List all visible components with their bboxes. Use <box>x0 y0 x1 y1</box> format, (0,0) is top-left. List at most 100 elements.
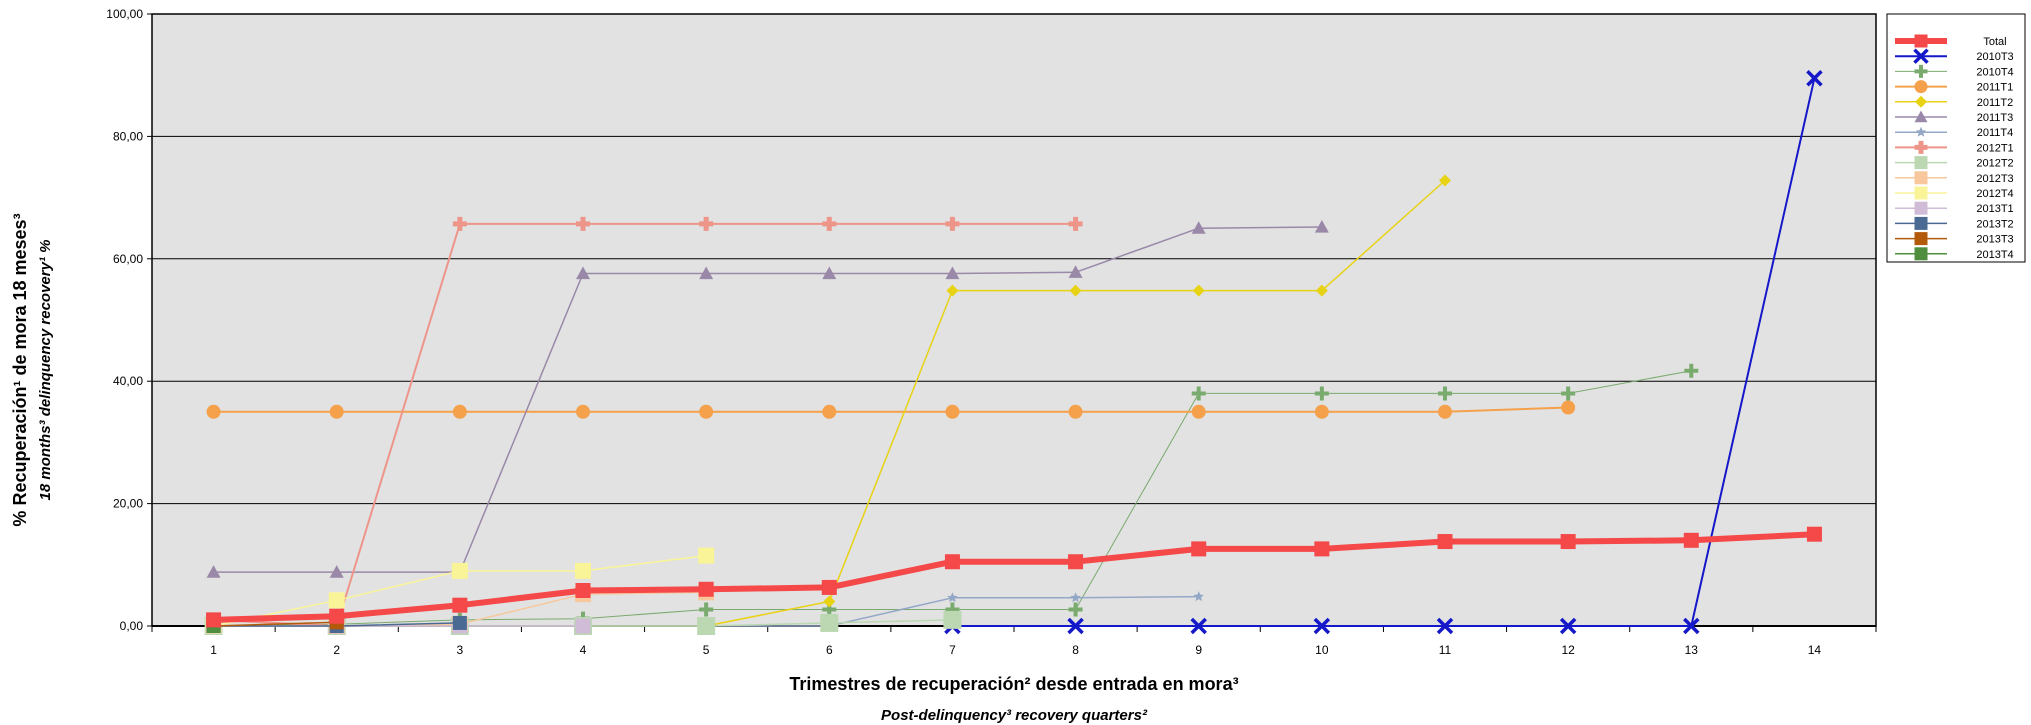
y-axis-subtitle: 18 months³ delinquency recovery¹ % <box>37 240 54 501</box>
data-point-2011T4 <box>1193 591 1204 602</box>
series-line-2011T3 <box>213 226 1322 573</box>
data-point-2012T1 <box>452 216 467 231</box>
data-point-2012T4 <box>698 547 715 564</box>
legend-item-2012T2: 2012T2 <box>1895 156 2014 170</box>
legend-label: 2010T3 <box>1976 51 2013 63</box>
data-point-2011T2 <box>946 284 959 297</box>
legend-item-2010T4: 2010T4 <box>1895 64 2014 78</box>
series-line-2012T1 <box>213 222 1076 627</box>
legend-label: 2011T4 <box>1977 127 2014 139</box>
data-point-2011T3 <box>699 266 714 280</box>
data-point-2011T2 <box>823 595 836 608</box>
legend-label: 2012T1 <box>1976 142 2013 154</box>
series-line-Total <box>213 531 1815 623</box>
data-point-Total <box>944 554 960 570</box>
data-point-2012T1 <box>699 216 714 231</box>
series-line-2013T3 <box>213 621 337 627</box>
data-point-Total <box>1191 541 1207 557</box>
legend-item-2012T3: 2012T3 <box>1895 171 2014 185</box>
data-point-2013T1 <box>575 618 591 634</box>
x-tick-label: 10 <box>1315 643 1329 657</box>
legend-marker <box>1914 216 1928 230</box>
y-tick-label: 100,00 <box>106 7 143 21</box>
data-point-2012T2 <box>697 617 716 635</box>
x-tick-label: 2 <box>333 643 340 657</box>
x-tick-label: 11 <box>1439 643 1452 657</box>
legend-label: 2012T3 <box>1976 173 2013 185</box>
data-point-2010T3 <box>1067 617 1084 635</box>
data-point-2011T2 <box>1315 284 1328 297</box>
legend-label: 2011T1 <box>1977 82 2014 94</box>
legend-marker <box>1914 110 1928 123</box>
x-tick-label: 8 <box>1072 643 1079 657</box>
data-point-2011T1 <box>1068 404 1083 419</box>
legend-label: Total <box>1983 36 2006 48</box>
series-layer <box>204 70 1823 635</box>
y-tick-label: 80,00 <box>113 129 143 143</box>
legend-item-2012T1: 2012T1 <box>1895 140 2014 154</box>
x-tick-label: 12 <box>1561 643 1575 657</box>
x-tick-label: 3 <box>457 643 464 657</box>
legend-marker <box>1914 247 1928 261</box>
data-point-2012T4 <box>328 592 345 609</box>
data-point-Total <box>206 612 222 628</box>
data-point-2010T3 <box>1559 617 1577 635</box>
data-point-2011T2 <box>1192 284 1205 297</box>
legend-item-2010T3: 2010T3 <box>1895 48 2014 64</box>
legend-marker <box>1914 34 1928 48</box>
legend-item-2011T3: 2011T3 <box>1895 110 2014 124</box>
legend-item-2011T1: 2011T1 <box>1895 80 2013 94</box>
legend-marker <box>1914 186 1928 200</box>
gridlines <box>152 135 1876 505</box>
legend-item-2013T4: 2013T4 <box>1895 247 2014 261</box>
data-point-2011T3 <box>1068 265 1083 278</box>
data-point-2011T1 <box>945 404 960 419</box>
data-point-2011T1 <box>1314 404 1329 419</box>
legend-marker <box>1914 232 1928 246</box>
legend-label: 2012T4 <box>1976 188 2013 200</box>
legend-label: 2013T2 <box>1976 218 2013 230</box>
data-point-2012T2 <box>943 610 962 629</box>
data-point-Total <box>1560 534 1576 550</box>
data-point-2011T3 <box>206 565 221 578</box>
data-point-2011T1 <box>329 404 344 419</box>
data-point-2010T3 <box>1683 617 1700 635</box>
data-point-2010T3 <box>1436 617 1454 635</box>
data-point-2010T4 <box>1684 363 1699 378</box>
series-2011T3 <box>206 219 1329 578</box>
data-point-Total <box>452 597 468 613</box>
data-point-Total <box>821 579 837 595</box>
legend-item-2013T1: 2013T1 <box>1895 201 2014 215</box>
y-tick-label: 0,00 <box>120 619 144 633</box>
data-point-2012T2 <box>820 613 839 632</box>
series-line-2011T1 <box>213 406 1569 413</box>
data-point-Total <box>329 608 345 624</box>
data-point-2010T3 <box>1806 70 1823 87</box>
data-point-2011T1 <box>1438 404 1452 419</box>
data-point-2012T4 <box>451 562 468 579</box>
data-point-2013T2 <box>452 615 467 630</box>
plot-area <box>151 13 1877 627</box>
series-line-2010T3 <box>952 78 1816 627</box>
y-tick-label: 60,00 <box>113 252 143 266</box>
data-point-2010T4 <box>1191 386 1206 401</box>
series-Total <box>206 526 1822 628</box>
x-tick-label: 4 <box>580 643 587 657</box>
data-point-Total <box>1437 534 1453 550</box>
legend-label: 2012T2 <box>1976 158 2013 170</box>
legend-label: 2011T3 <box>1977 112 2014 124</box>
legend-marker <box>1914 64 1928 78</box>
data-point-2011T1 <box>452 404 467 419</box>
data-point-2011T1 <box>576 404 590 419</box>
y-tick-label: 20,00 <box>113 497 143 511</box>
x-tick-label: 1 <box>210 643 217 657</box>
legend-label: 2011T2 <box>1977 97 2014 109</box>
data-point-Total <box>1068 554 1084 570</box>
data-point-2012T1 <box>576 216 590 231</box>
data-point-2011T3 <box>576 266 590 280</box>
data-point-2010T4 <box>1561 386 1576 401</box>
legend-item-Total: Total <box>1895 34 2007 48</box>
legend-item-2011T2: 2011T2 <box>1895 95 2014 109</box>
data-point-2010T3 <box>1190 617 1207 635</box>
